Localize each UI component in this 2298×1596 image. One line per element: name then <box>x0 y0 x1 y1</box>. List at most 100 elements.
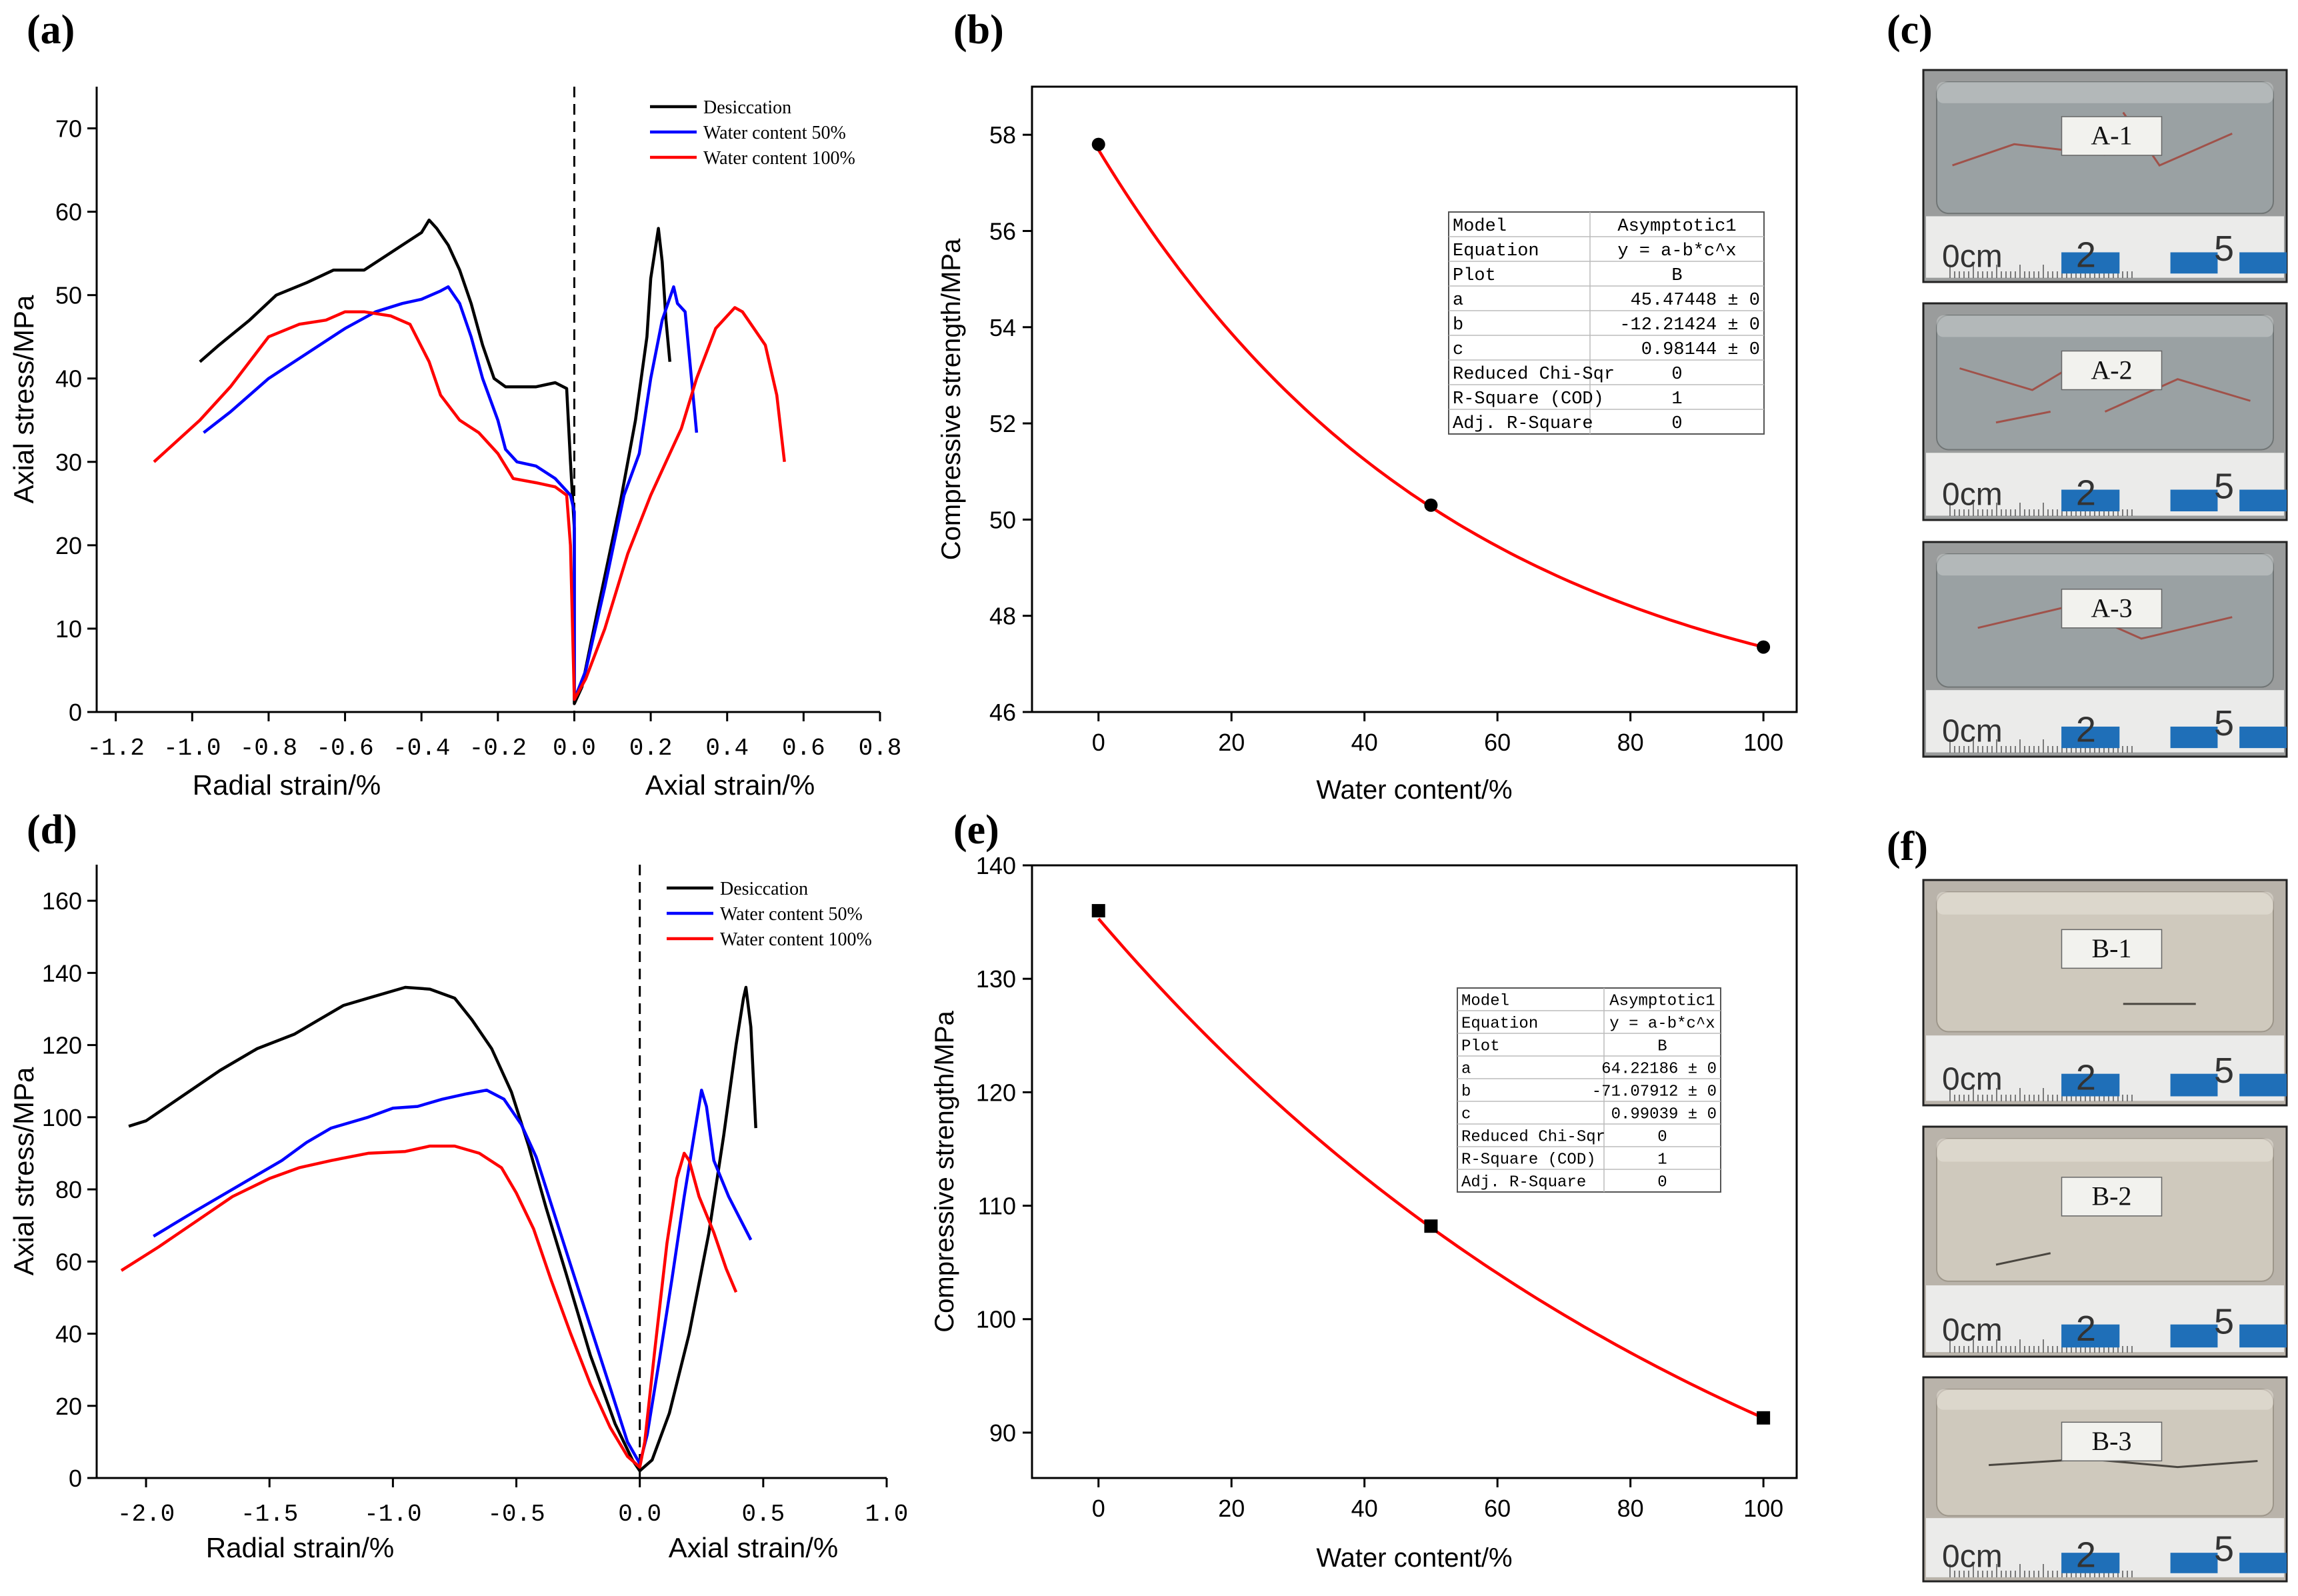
fit-table-value: -71.07912 ± 0 <box>1592 1083 1717 1101</box>
y-tick-label: 90 <box>989 1419 1016 1447</box>
specimen-photo: B-2 0cm 2 5 <box>1922 1125 2288 1358</box>
sample-label: B-1 <box>2092 933 2132 963</box>
plot-frame <box>1031 864 1798 1479</box>
sample-label-sticker <box>2061 1421 2163 1462</box>
panel-label-f: (f) <box>1887 824 1928 869</box>
fit-table-key: Equation <box>1453 241 1539 261</box>
ruler-blue-segment <box>2170 1073 2218 1097</box>
x-axis-title: Water content/% <box>1316 775 1512 805</box>
x-tick-label: 0.4 <box>705 735 749 762</box>
ruler-blue-segment <box>2239 1073 2287 1097</box>
x-tick-label: 40 <box>1351 729 1378 756</box>
ruler-blue-segment <box>2170 1324 2218 1348</box>
x-tick-label: 60 <box>1484 1495 1511 1522</box>
x-tick-label: 40 <box>1351 1495 1378 1522</box>
fit-table-value: y = a-b*c^x <box>1609 1015 1715 1033</box>
crack-line <box>1995 411 2051 424</box>
specimen-photo: A-2 0cm 2 5 <box>1922 302 2288 521</box>
fit-table-key: Model <box>1453 217 1507 237</box>
panel-label-b: (b) <box>953 7 1004 53</box>
fit-table-key: R-Square (COD) <box>1461 1151 1596 1169</box>
fit-table-value: 0 <box>1657 1174 1667 1192</box>
y-tick-label: 0 <box>69 699 82 726</box>
y-tick-label: 60 <box>55 1248 82 1275</box>
ruler-zero-cm: 0cm <box>1942 477 2003 512</box>
crack-line <box>1995 1252 2051 1266</box>
core-highlight <box>1937 892 2273 915</box>
fit-table-key: a <box>1461 1061 1471 1079</box>
core-highlight <box>1937 1389 2273 1410</box>
x-tick-label: 0 <box>1092 1495 1105 1522</box>
fit-table-key: Adj. R-Square <box>1453 414 1593 434</box>
y-axis-title: Axial stress/MPa <box>8 295 39 503</box>
ruler-mark-2: 2 <box>2076 1309 2096 1349</box>
x-axis-title: Water content/% <box>1316 1543 1512 1573</box>
crack-line <box>1989 1457 2258 1469</box>
fit-table-value: 0 <box>1671 414 1682 434</box>
panel-label-a: (a) <box>27 7 75 53</box>
data-point <box>1091 904 1105 918</box>
fit-table-frame <box>1448 211 1765 435</box>
fit-table-key: Model <box>1461 993 1509 1011</box>
specimen-photo: B-1 0cm 2 5 <box>1922 879 2288 1107</box>
fit-table-value: Asymptotic1 <box>1609 993 1715 1011</box>
fit-table-value: 1 <box>1657 1151 1667 1169</box>
x-axis-title-radial: Radial strain/% <box>193 769 381 801</box>
ruler-blue-segment <box>2061 252 2120 274</box>
sample-label-sticker <box>2061 350 2163 391</box>
ruler-zero-cm: 0cm <box>1942 239 2003 275</box>
fit-table-value: 0.98144 ± 0 <box>1641 340 1760 360</box>
legend-label: Water content 100% <box>703 148 855 169</box>
ruler-mark-2: 2 <box>2076 709 2096 749</box>
ruler-blue-segment <box>2061 489 2120 511</box>
core-highlight <box>1937 82 2273 103</box>
legend-label: Water content 50% <box>703 123 846 143</box>
x-tick-label: 60 <box>1484 729 1511 756</box>
y-tick-label: 70 <box>55 115 82 143</box>
fit-table-key: Equation <box>1461 1015 1538 1033</box>
photos-f-specimens: B-1 0cm 2 5 B-2 0cm 2 5 B-3 0cm 2 5 <box>1922 879 2288 1583</box>
y-axis-title: Compressive strength/MPa <box>930 1011 959 1333</box>
x-tick-label: -1.2 <box>87 735 144 762</box>
legend-label: Desiccation <box>720 879 808 899</box>
ruler-blue-segment <box>2239 1553 2287 1573</box>
ruler-blue-segment <box>2239 252 2287 274</box>
x-tick-label: 20 <box>1218 729 1245 756</box>
y-tick-label: 52 <box>989 410 1016 437</box>
ruler-mark-2: 2 <box>2076 235 2096 275</box>
fit-table-value: 0 <box>1671 365 1682 385</box>
y-tick-label: 140 <box>976 852 1016 879</box>
ruler-mark-5: 5 <box>2214 1529 2234 1569</box>
series-line-water-content-100- <box>120 1144 738 1469</box>
fit-table-key: b <box>1461 1083 1471 1101</box>
y-axis-title: Compressive strength/MPa <box>937 238 966 560</box>
y-tick-label: 20 <box>55 1393 82 1420</box>
ruler-blue-segment <box>2061 1553 2120 1573</box>
x-tick-label: -2.0 <box>117 1501 175 1528</box>
y-tick-label: 160 <box>42 887 82 915</box>
sample-label: A-3 <box>2091 593 2132 623</box>
x-tick-label: -0.2 <box>469 735 527 762</box>
sample-label-sticker <box>2061 1177 2163 1217</box>
data-point <box>1424 498 1438 512</box>
fit-table-value: 0.99039 ± 0 <box>1611 1106 1717 1124</box>
fit-table-key: b <box>1453 315 1463 335</box>
x-tick-label: -0.5 <box>487 1501 545 1528</box>
x-axis-title-radial: Radial strain/% <box>206 1532 394 1563</box>
plot-frame <box>1031 85 1798 713</box>
ruler-blue-segment <box>2239 1324 2287 1348</box>
fit-table-key: c <box>1453 340 1463 360</box>
core-highlight <box>1937 1139 2273 1162</box>
y-tick-label: 30 <box>55 449 82 476</box>
x-tick-label: 80 <box>1617 729 1644 756</box>
specimen-photo: A-1 0cm 2 5 <box>1922 69 2288 283</box>
fit-table-key: Reduced Chi-Sqr <box>1453 365 1615 385</box>
fit-table-key: Plot <box>1461 1038 1500 1056</box>
data-point <box>1757 1411 1771 1425</box>
fit-table-key: Reduced Chi-Sqr <box>1461 1129 1605 1147</box>
x-tick-label: -0.8 <box>240 735 297 762</box>
x-tick-label: 0.2 <box>629 735 673 762</box>
y-tick-label: 20 <box>55 532 82 559</box>
